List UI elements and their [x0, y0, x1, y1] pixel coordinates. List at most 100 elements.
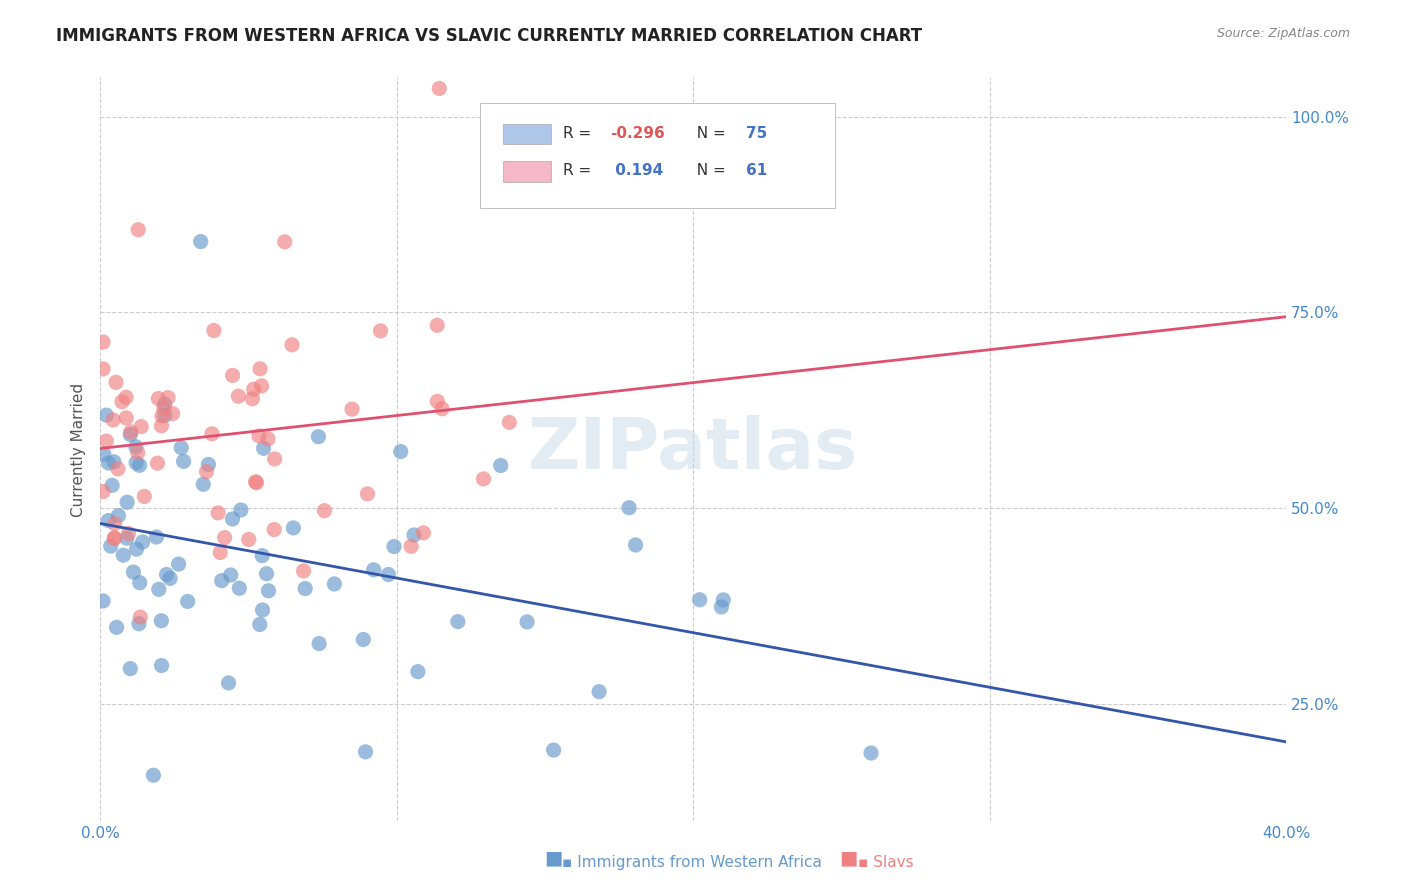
Text: ■: ■: [544, 848, 562, 867]
Point: [150, 409, 173, 423]
Point: [93, 447, 115, 461]
Point: [274, 235, 297, 249]
Point: [105, 620, 128, 634]
Text: R =: R =: [562, 126, 596, 141]
Point: [389, 444, 412, 458]
Point: [209, 545, 232, 559]
Point: [103, 532, 125, 546]
Point: [352, 632, 374, 647]
Point: [219, 568, 242, 582]
Point: [201, 426, 224, 441]
Point: [173, 454, 195, 468]
Point: [247, 429, 270, 443]
Point: [430, 401, 453, 416]
Point: [104, 531, 127, 545]
Point: [125, 440, 148, 454]
Point: [104, 516, 127, 531]
Point: [150, 658, 173, 673]
Point: [157, 391, 180, 405]
Point: [257, 583, 280, 598]
Point: [96, 408, 118, 422]
Point: [129, 419, 152, 434]
FancyBboxPatch shape: [479, 103, 835, 208]
Point: [127, 446, 149, 460]
Point: [250, 379, 273, 393]
Point: [153, 401, 176, 416]
Point: [115, 495, 138, 509]
Point: [249, 617, 271, 632]
Point: [427, 81, 450, 95]
Point: [142, 768, 165, 782]
Point: [281, 338, 304, 352]
Point: [91, 484, 114, 499]
Point: [91, 362, 114, 376]
Text: R =: R =: [562, 163, 596, 178]
Point: [363, 563, 385, 577]
Point: [377, 567, 399, 582]
Point: [221, 512, 243, 526]
Point: [125, 456, 148, 470]
Point: [155, 567, 177, 582]
Point: [412, 525, 434, 540]
Point: [145, 530, 167, 544]
Point: [294, 582, 316, 596]
Point: [96, 434, 118, 448]
Point: [447, 615, 470, 629]
Point: [107, 462, 129, 476]
Point: [117, 526, 139, 541]
Text: ▪ Slavs: ▪ Slavs: [858, 855, 914, 870]
Text: -0.296: -0.296: [610, 126, 665, 141]
Point: [399, 539, 422, 553]
Y-axis label: Currently Married: Currently Married: [72, 383, 86, 516]
Point: [150, 614, 173, 628]
Point: [127, 223, 149, 237]
Point: [100, 539, 122, 553]
Point: [617, 500, 640, 515]
Bar: [503, 161, 551, 182]
Text: 61: 61: [747, 163, 768, 178]
Point: [354, 745, 377, 759]
Point: [101, 478, 124, 492]
Point: [112, 548, 135, 562]
Point: [228, 389, 250, 403]
Point: [153, 409, 176, 423]
Point: [195, 465, 218, 479]
Text: ZIPatlas: ZIPatlas: [529, 415, 858, 484]
Point: [307, 430, 329, 444]
Point: [711, 593, 734, 607]
Point: [426, 394, 449, 409]
Point: [115, 390, 138, 404]
Point: [245, 475, 267, 490]
Point: [120, 425, 142, 439]
Point: [125, 542, 148, 557]
Point: [323, 577, 346, 591]
Point: [97, 456, 120, 470]
Point: [238, 533, 260, 547]
Point: [242, 382, 264, 396]
Point: [472, 472, 495, 486]
Point: [128, 616, 150, 631]
Point: [197, 458, 219, 472]
Point: [148, 582, 170, 597]
Point: [131, 535, 153, 549]
Point: [104, 376, 127, 390]
Point: [426, 318, 449, 333]
Point: [516, 615, 538, 629]
Text: N =: N =: [688, 163, 731, 178]
Point: [292, 564, 315, 578]
Point: [498, 415, 520, 429]
Point: [115, 410, 138, 425]
Text: ■: ■: [839, 848, 858, 867]
Point: [159, 571, 181, 585]
Point: [221, 368, 243, 383]
Text: 0.194: 0.194: [610, 163, 664, 178]
Point: [146, 456, 169, 470]
Point: [91, 594, 114, 608]
Point: [176, 594, 198, 608]
Point: [101, 413, 124, 427]
Point: [252, 442, 274, 456]
Point: [283, 521, 305, 535]
Text: ▪ Immigrants from Western Africa: ▪ Immigrants from Western Africa: [562, 855, 823, 870]
Point: [129, 610, 152, 624]
Point: [190, 235, 212, 249]
